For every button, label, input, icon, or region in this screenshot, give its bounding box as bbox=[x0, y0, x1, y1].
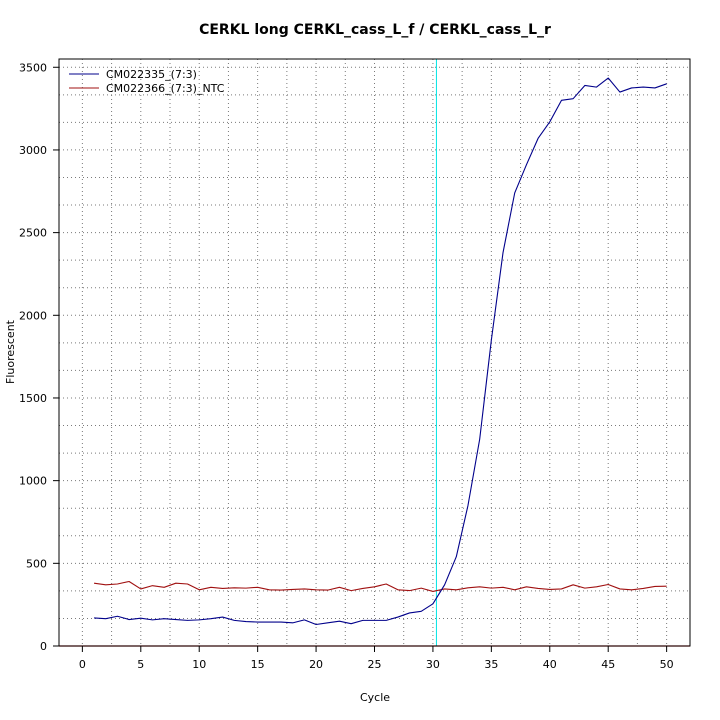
x-tick-label: 30 bbox=[426, 658, 440, 671]
x-tick-label: 35 bbox=[484, 658, 498, 671]
x-tick-label: 45 bbox=[601, 658, 615, 671]
y-tick-label: 0 bbox=[40, 640, 47, 653]
series-lines bbox=[93, 77, 667, 626]
x-tick-label: 5 bbox=[137, 658, 144, 671]
plot-area bbox=[59, 59, 690, 646]
legend: CM022335_(7:3)CM022366_(7:3)_NTC bbox=[69, 68, 225, 95]
axes bbox=[53, 58, 691, 652]
series-line-1 bbox=[94, 77, 667, 626]
tick-labels: 0 5 10 15 20 25 30 35 40 45 5005001000150020002500… bbox=[19, 61, 674, 671]
plot-background bbox=[59, 59, 690, 646]
y-tick-label: 3000 bbox=[19, 144, 47, 157]
x-axis-label: Cycle bbox=[360, 691, 390, 704]
y-tick-label: 1000 bbox=[19, 475, 47, 488]
legend-label-1: CM022335_(7:3) bbox=[106, 68, 197, 81]
legend-label-2: CM022366_(7:3)_NTC bbox=[106, 82, 225, 95]
y-tick-label: 2000 bbox=[19, 309, 47, 322]
x-tick-label: 10 bbox=[192, 658, 206, 671]
x-tick-label: 25 bbox=[368, 658, 382, 671]
x-tick-label: 0 bbox=[79, 658, 86, 671]
y-tick-label: 2500 bbox=[19, 227, 47, 240]
x-tick-label: 20 bbox=[309, 658, 323, 671]
y-tick-label: 1500 bbox=[19, 392, 47, 405]
y-axis-label: Fluorescent bbox=[4, 319, 17, 384]
y-tick-label: 3500 bbox=[19, 61, 47, 74]
series-line-2 bbox=[93, 580, 667, 592]
x-tick-label: 15 bbox=[251, 658, 265, 671]
y-tick-label: 500 bbox=[26, 557, 47, 570]
chart-title: CERKL long CERKL_cass_L_f / CERKL_cass_L… bbox=[199, 22, 551, 38]
x-tick-label: 50 bbox=[660, 658, 674, 671]
x-tick-label: 40 bbox=[543, 658, 557, 671]
